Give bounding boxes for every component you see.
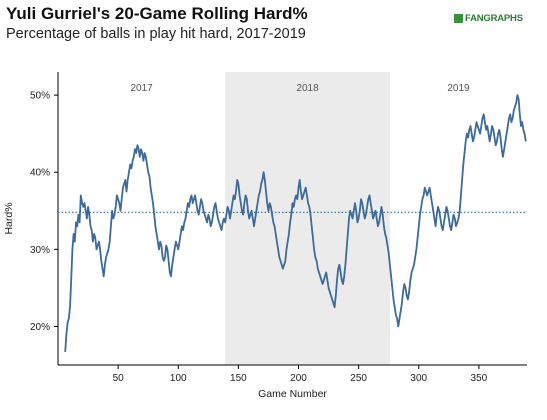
chart-subtitle: Percentage of balls in play hit hard, 20…	[6, 26, 306, 42]
season-label-2019: 2019	[447, 83, 470, 94]
y-tick-label: 50%	[30, 91, 50, 102]
hard-pct-series-line	[64, 94, 527, 352]
fangraphs-logo-text: FANGRAPHS	[465, 13, 523, 24]
x-tick-label: 350	[471, 373, 488, 384]
season-label-2017: 2017	[130, 83, 153, 94]
y-tick-label: 20%	[30, 322, 50, 333]
chart-title: Yuli Gurriel's 20-Game Rolling Hard%	[6, 4, 308, 23]
y-tick-label: 30%	[30, 245, 50, 256]
fangraphs-logo-icon	[454, 14, 463, 23]
x-tick-label: 50	[113, 373, 125, 384]
x-tick-label: 200	[290, 373, 307, 384]
x-tick-label: 300	[410, 373, 427, 384]
x-tick-label: 250	[350, 373, 367, 384]
x-tick-label: 150	[230, 373, 247, 384]
y-tick-label: 40%	[30, 168, 50, 179]
x-tick-label: 100	[170, 373, 187, 384]
x-axis-title: Game Number	[258, 388, 327, 400]
season-label-2018: 2018	[296, 83, 319, 94]
y-axis-title: Hard%	[3, 202, 15, 234]
fangraphs-logo: FANGRAPHS	[454, 13, 523, 24]
